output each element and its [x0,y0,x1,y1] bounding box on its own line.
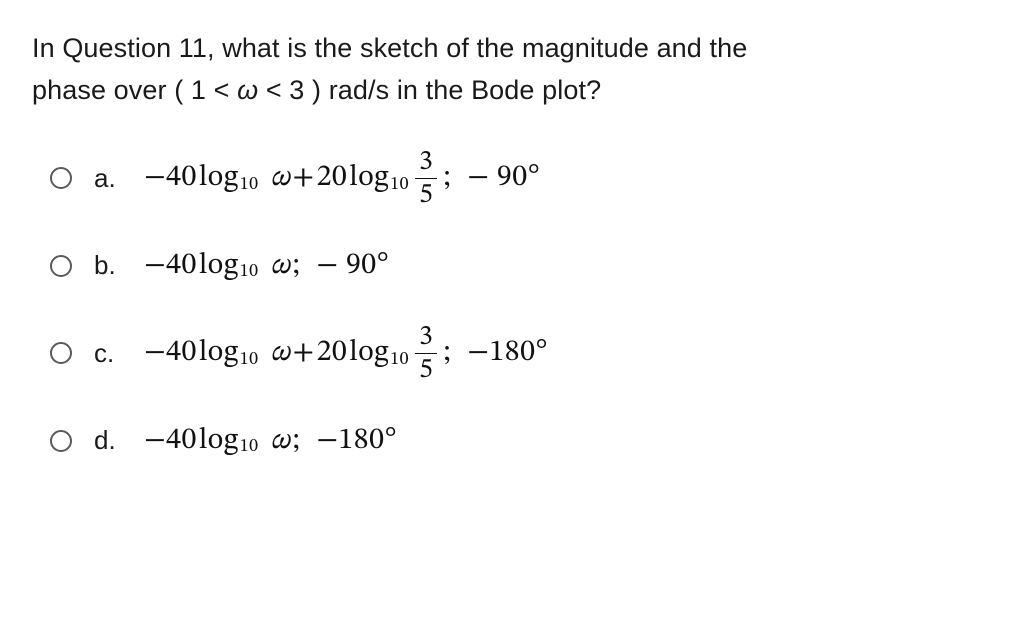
option-d[interactable]: d. −40 log10 ω ; −180° [50,422,988,460]
radio-a[interactable] [50,167,72,189]
twenty: 20 [317,334,348,372]
question-var-omega: ω [237,75,258,105]
omega: ω [270,422,290,460]
semi: ; [292,422,300,460]
question-line2a: phase over ( 1 < [32,75,237,105]
sub10: 10 [240,349,259,372]
phase: −180° [316,422,397,460]
neg40: −40 [144,247,197,285]
plus: + [292,334,314,372]
option-letter-c: c. [94,338,122,369]
question-line2b: < 3 ) rad/s in the Bode plot? [258,75,601,105]
phase: − 90° [467,159,540,197]
neg40: −40 [144,422,197,460]
option-b[interactable]: b. −40 log10 ω ; − 90° [50,247,988,285]
sub10b: 10 [390,174,409,197]
radio-d[interactable] [50,430,72,452]
option-letter-a: a. [94,163,122,194]
sub10b: 10 [390,349,409,372]
log2: log [349,334,389,372]
fraction: 3 5 [415,323,437,384]
option-b-math: −40 log10 ω ; − 90° [144,247,389,285]
omega: ω [270,247,290,285]
log: log [199,422,239,460]
radio-b[interactable] [50,255,72,277]
option-a-math: −40 log10 ω + 20 log10 3 5 ; − 90° [144,148,540,209]
semi: ; [443,334,451,372]
plus: + [292,159,314,197]
phase: −180° [467,334,548,372]
omega: ω [270,159,290,197]
options-list: a. −40 log10 ω + 20 log10 3 5 ; − 90° b.… [32,148,988,460]
sub10: 10 [240,261,259,284]
neg40: −40 [144,334,197,372]
log: log [199,159,239,197]
sub10: 10 [240,436,259,459]
option-c-math: −40 log10 ω + 20 log10 3 5 ; −180° [144,323,548,384]
frac-num: 3 [415,148,437,176]
log2: log [349,159,389,197]
option-letter-d: d. [94,425,122,456]
option-c[interactable]: c. −40 log10 ω + 20 log10 3 5 ; −180° [50,323,988,384]
frac-bar [415,353,437,354]
question-line1: In Question 11, what is the sketch of th… [32,33,747,63]
option-letter-b: b. [94,250,122,281]
neg40: −40 [144,159,197,197]
radio-c[interactable] [50,342,72,364]
frac-den: 5 [415,356,437,384]
option-a[interactable]: a. −40 log10 ω + 20 log10 3 5 ; − 90° [50,148,988,209]
frac-num: 3 [415,323,437,351]
option-d-math: −40 log10 ω ; −180° [144,422,397,460]
twenty: 20 [317,159,348,197]
frac-bar [415,178,437,179]
log: log [199,334,239,372]
sub10: 10 [240,174,259,197]
semi: ; [292,247,300,285]
question-text: In Question 11, what is the sketch of th… [32,28,988,112]
semi: ; [443,159,451,197]
omega: ω [270,334,290,372]
frac-den: 5 [415,181,437,209]
fraction: 3 5 [415,148,437,209]
log: log [199,247,239,285]
phase: − 90° [316,247,389,285]
